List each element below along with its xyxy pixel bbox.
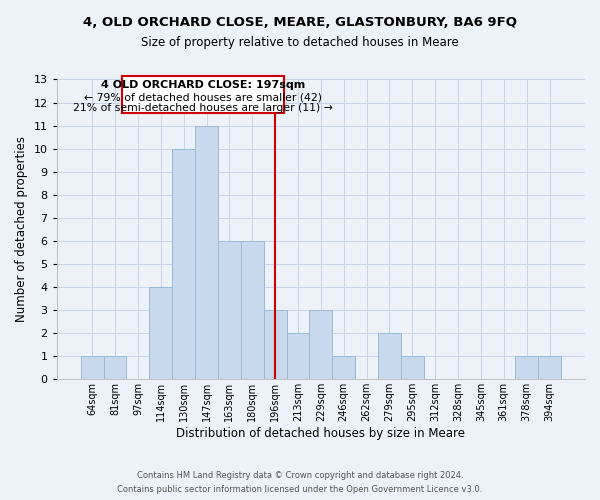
Text: Size of property relative to detached houses in Meare: Size of property relative to detached ho… [141, 36, 459, 49]
Text: Contains HM Land Registry data © Crown copyright and database right 2024.: Contains HM Land Registry data © Crown c… [137, 472, 463, 480]
X-axis label: Distribution of detached houses by size in Meare: Distribution of detached houses by size … [176, 427, 466, 440]
Text: 4, OLD ORCHARD CLOSE, MEARE, GLASTONBURY, BA6 9FQ: 4, OLD ORCHARD CLOSE, MEARE, GLASTONBURY… [83, 16, 517, 29]
Bar [378, 333, 401, 380]
Bar [104, 356, 127, 380]
Bar [310, 310, 332, 380]
Bar [401, 356, 424, 380]
Bar [172, 148, 195, 380]
Y-axis label: Number of detached properties: Number of detached properties [15, 136, 28, 322]
Bar [241, 241, 263, 380]
Text: ← 79% of detached houses are smaller (42): ← 79% of detached houses are smaller (42… [84, 92, 322, 102]
Bar [218, 241, 241, 380]
Text: Contains public sector information licensed under the Open Government Licence v3: Contains public sector information licen… [118, 484, 482, 494]
Bar [263, 310, 287, 380]
Bar [515, 356, 538, 380]
Text: 4 OLD ORCHARD CLOSE: 197sqm: 4 OLD ORCHARD CLOSE: 197sqm [101, 80, 305, 90]
Bar [287, 333, 310, 380]
Bar [538, 356, 561, 380]
Bar [195, 126, 218, 380]
Bar [332, 356, 355, 380]
Bar [149, 287, 172, 380]
Text: 21% of semi-detached houses are larger (11) →: 21% of semi-detached houses are larger (… [73, 104, 333, 114]
Bar [81, 356, 104, 380]
FancyBboxPatch shape [122, 76, 284, 113]
